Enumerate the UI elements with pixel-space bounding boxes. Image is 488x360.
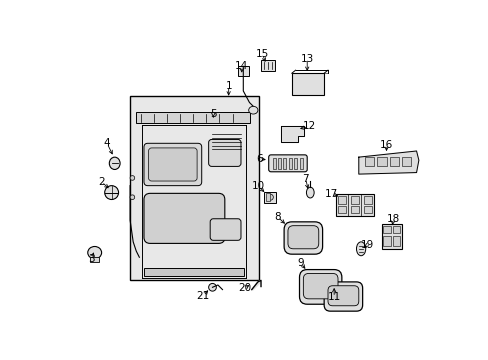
Text: 20: 20 [238, 283, 251, 293]
Bar [291, 73, 324, 95]
Bar [383, 236, 390, 247]
Text: 10: 10 [252, 181, 264, 192]
Bar [265, 193, 270, 201]
Text: 5: 5 [209, 109, 216, 119]
Bar [143, 268, 244, 276]
Bar [136, 112, 250, 123]
FancyBboxPatch shape [324, 282, 362, 311]
Text: 11: 11 [327, 292, 340, 302]
Ellipse shape [104, 186, 118, 199]
Bar [90, 257, 99, 262]
Bar [277, 158, 281, 169]
FancyBboxPatch shape [327, 286, 358, 306]
Ellipse shape [306, 187, 313, 198]
Text: 21: 21 [196, 291, 209, 301]
Polygon shape [251, 280, 261, 289]
Text: 4: 4 [103, 138, 110, 148]
Text: 1: 1 [225, 81, 231, 91]
Bar [401, 157, 410, 166]
Text: 9: 9 [297, 258, 304, 269]
Ellipse shape [266, 194, 273, 200]
Text: 13: 13 [300, 54, 313, 64]
Polygon shape [281, 126, 304, 142]
Bar [283, 158, 286, 169]
Bar [293, 158, 297, 169]
Text: 6: 6 [256, 154, 262, 164]
Ellipse shape [87, 247, 102, 259]
Bar [350, 197, 358, 204]
FancyBboxPatch shape [303, 274, 337, 299]
FancyBboxPatch shape [287, 226, 318, 249]
FancyBboxPatch shape [148, 148, 197, 181]
Bar [337, 197, 345, 204]
Text: 3: 3 [88, 254, 95, 264]
FancyBboxPatch shape [210, 219, 241, 240]
Ellipse shape [130, 195, 135, 199]
Text: 19: 19 [360, 240, 373, 250]
FancyBboxPatch shape [284, 222, 322, 254]
Bar [272, 158, 275, 169]
Bar [392, 226, 400, 233]
Ellipse shape [208, 283, 216, 291]
Text: 8: 8 [274, 212, 281, 222]
Text: 2: 2 [98, 177, 105, 187]
Ellipse shape [356, 242, 365, 256]
Text: 16: 16 [379, 140, 392, 150]
Bar [350, 206, 358, 213]
Bar [264, 192, 276, 203]
Bar [337, 206, 345, 213]
Text: 12: 12 [302, 121, 316, 131]
Bar [381, 224, 401, 249]
Bar [364, 197, 371, 204]
Text: 17: 17 [325, 189, 338, 199]
Bar [238, 66, 248, 76]
Bar [288, 158, 291, 169]
Bar [364, 206, 371, 213]
Bar [377, 157, 386, 166]
Bar [299, 158, 302, 169]
Ellipse shape [130, 176, 135, 180]
Bar [392, 236, 400, 247]
Polygon shape [358, 151, 418, 174]
Bar [364, 157, 373, 166]
FancyBboxPatch shape [143, 193, 224, 243]
Ellipse shape [109, 157, 120, 170]
Text: 18: 18 [386, 214, 399, 224]
Bar [383, 226, 390, 233]
Text: 7: 7 [302, 174, 308, 184]
Text: 14: 14 [235, 61, 248, 71]
Bar [261, 60, 274, 71]
FancyBboxPatch shape [143, 143, 202, 186]
FancyBboxPatch shape [208, 139, 241, 166]
Text: 15: 15 [255, 49, 268, 59]
FancyBboxPatch shape [268, 155, 306, 172]
Bar [335, 194, 373, 216]
FancyBboxPatch shape [299, 270, 341, 304]
Bar [389, 157, 398, 166]
Ellipse shape [248, 106, 257, 114]
Bar [130, 95, 259, 280]
